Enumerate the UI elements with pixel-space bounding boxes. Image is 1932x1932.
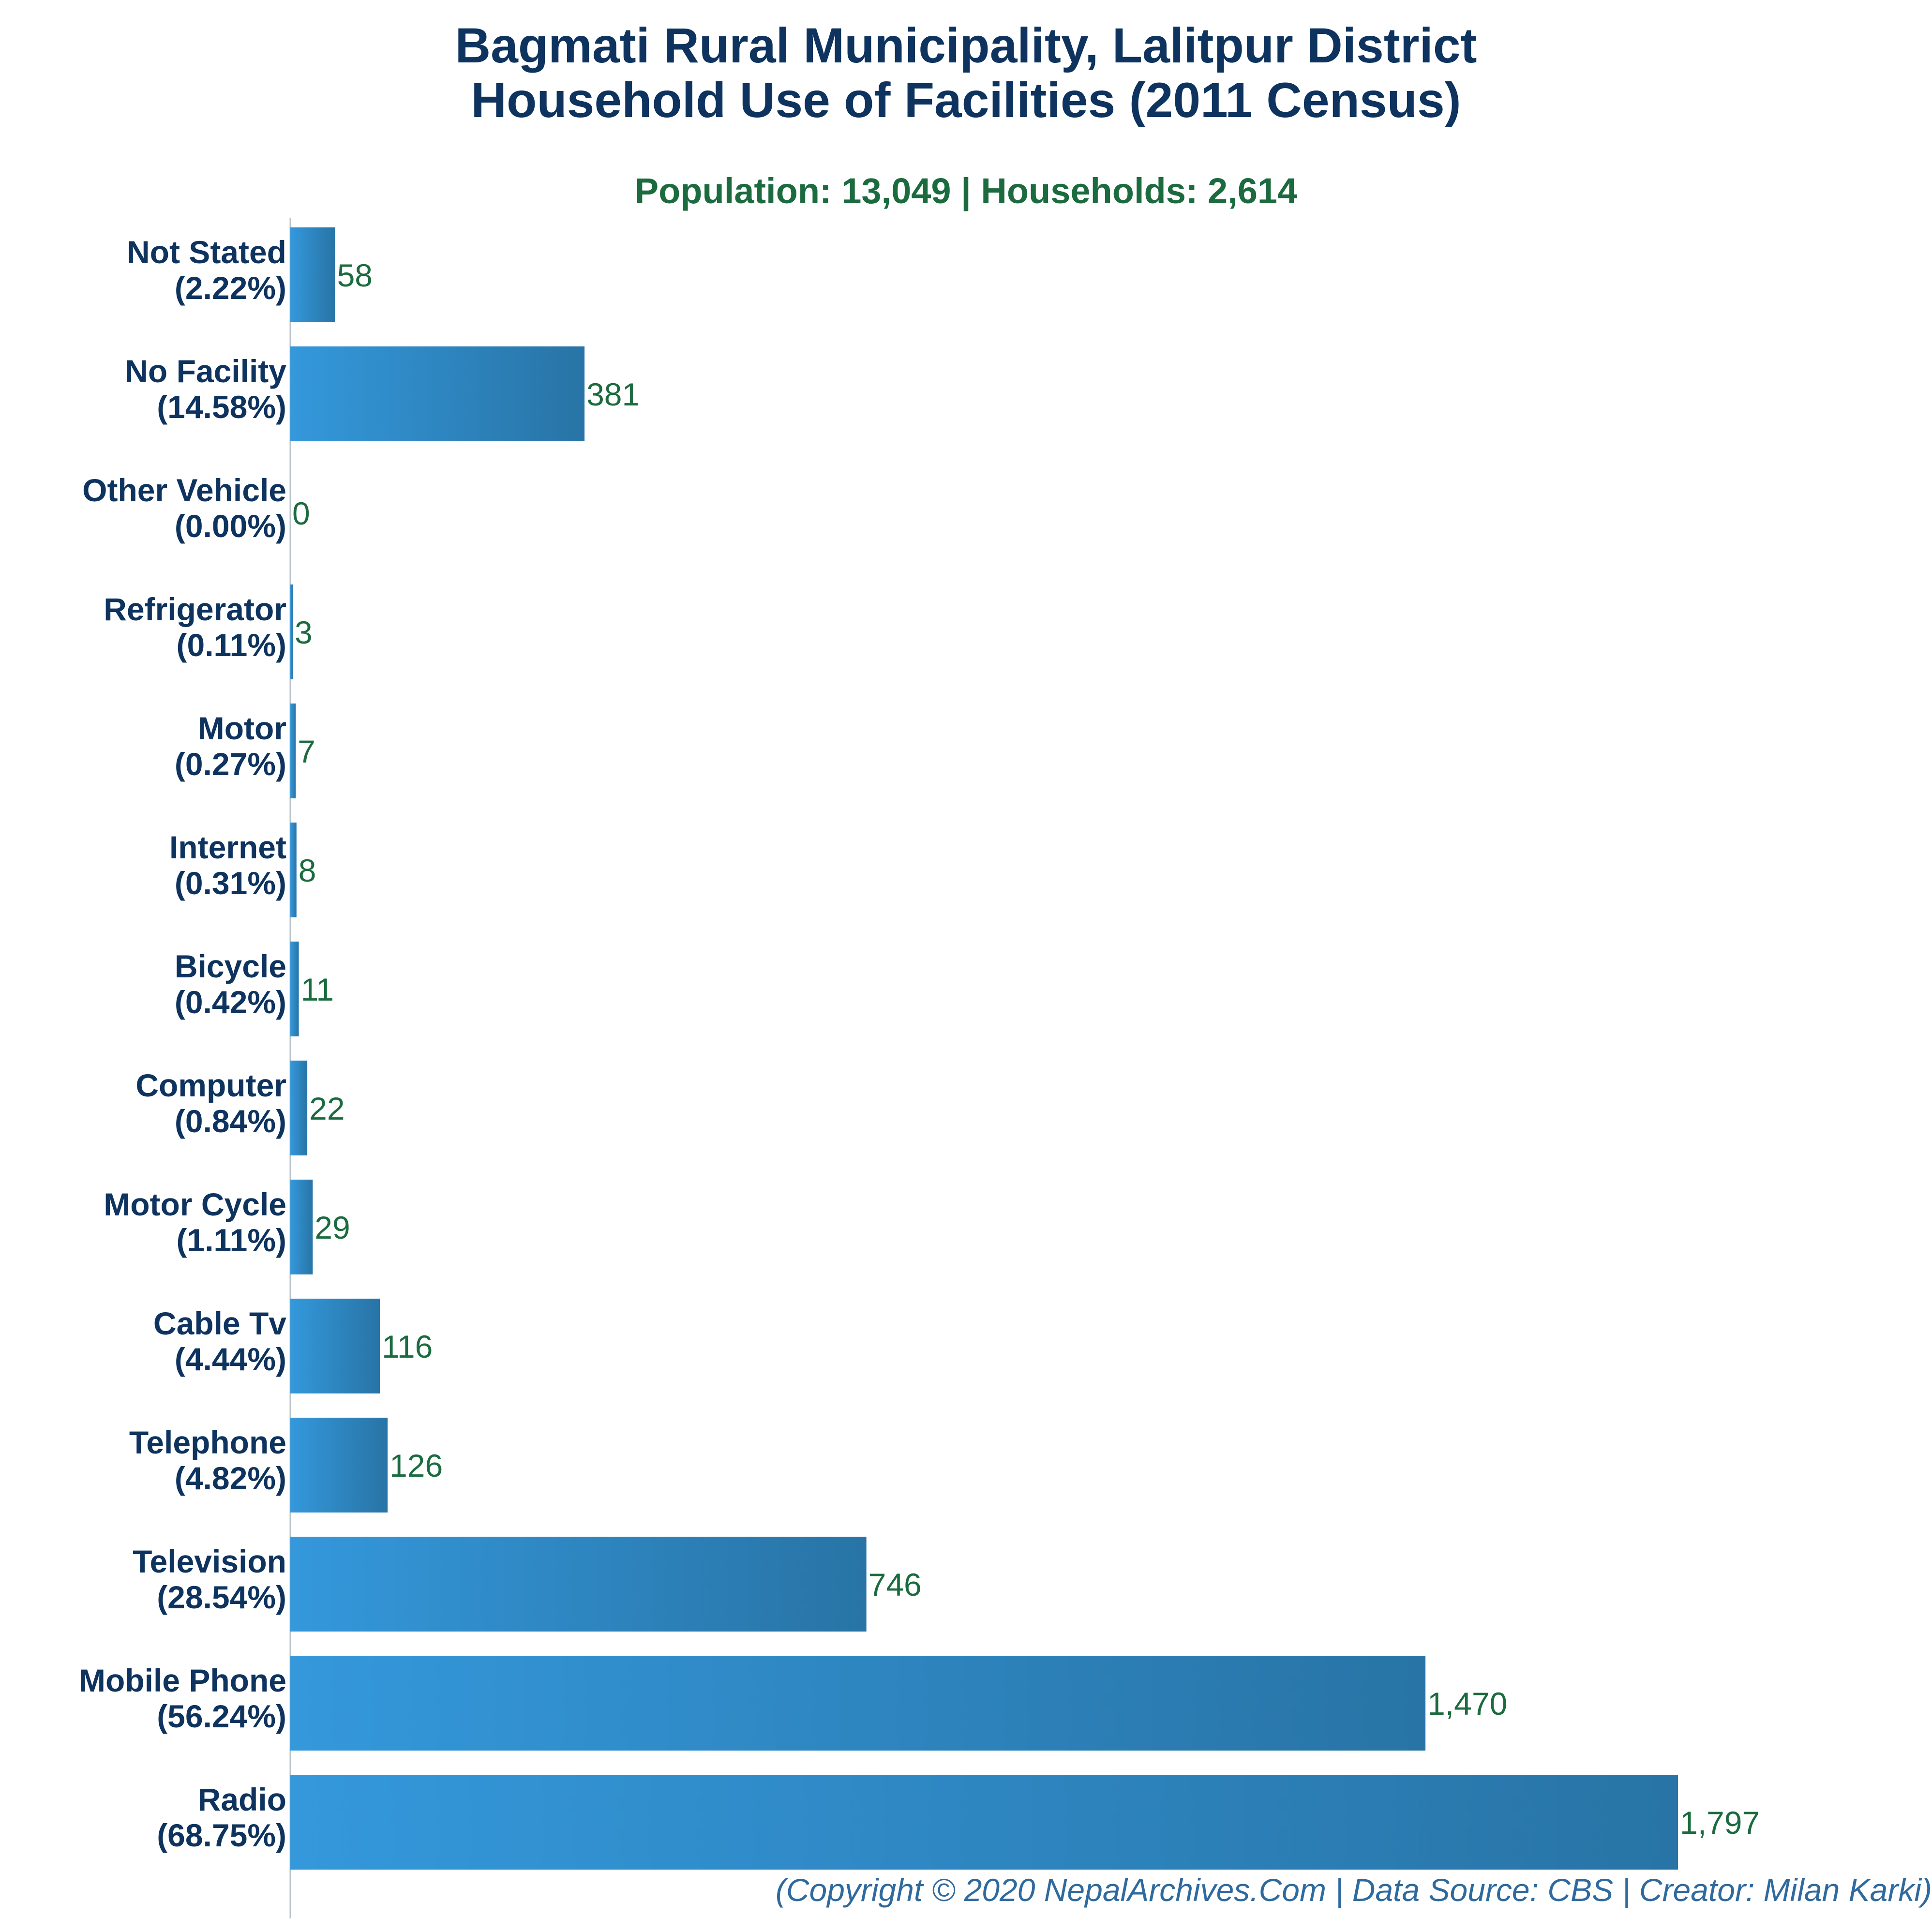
percent-label-not-stated: (2.22%) [175, 270, 286, 306]
category-label-computer: Computer [135, 1067, 286, 1103]
percent-label-other-vehicle: (0.00%) [175, 508, 286, 544]
bar-bicycle [290, 942, 299, 1036]
bar-internet [290, 823, 297, 917]
value-label-computer: 22 [309, 1091, 344, 1126]
bar-not-stated [290, 227, 335, 322]
category-label-cable-tv: Cable Tv [153, 1305, 286, 1341]
labels-group: 58 Not Stated(2.22%) 381 No Facility(14.58%… [79, 234, 1760, 1853]
bar-mobile-phone [290, 1656, 1426, 1751]
category-label-not-stated: Not Stated [127, 234, 286, 270]
category-label-bicycle: Bicycle [175, 948, 286, 984]
chart-title-line-1: Bagmati Rural Municipality, Lalitpur Dis… [455, 18, 1477, 73]
category-label-radio: Radio [198, 1782, 286, 1817]
percent-label-bicycle: (0.42%) [175, 984, 286, 1020]
chart-title-line-2: Household Use of Facilities (2011 Census… [471, 73, 1461, 128]
bar-radio [290, 1775, 1678, 1870]
bar-motor-cycle [290, 1180, 313, 1274]
value-label-radio: 1,797 [1680, 1805, 1760, 1841]
value-label-no-facility: 381 [586, 376, 640, 412]
chart-title: Bagmati Rural Municipality, Lalitpur Dis… [0, 18, 1932, 128]
percent-label-telephone: (4.82%) [175, 1460, 286, 1496]
bar-motor [290, 704, 296, 798]
value-label-bicycle: 11 [301, 972, 334, 1007]
percent-label-radio: (68.75%) [157, 1817, 286, 1853]
category-label-motor: Motor [198, 710, 286, 746]
category-label-television: Television [133, 1543, 286, 1579]
value-label-cable-tv: 116 [382, 1329, 433, 1364]
value-label-mobile-phone: 1,470 [1427, 1686, 1507, 1722]
value-label-internet: 8 [299, 853, 316, 888]
value-label-telephone: 126 [389, 1448, 443, 1483]
percent-label-internet: (0.31%) [175, 865, 286, 901]
percent-label-motor: (0.27%) [175, 746, 286, 782]
bar-television [290, 1537, 867, 1632]
category-label-refrigerator: Refrigerator [104, 591, 286, 627]
bar-no-facility [290, 346, 585, 441]
bar-computer [290, 1061, 308, 1155]
percent-label-motor-cycle: (1.11%) [177, 1222, 286, 1258]
chart-subtitle: Population: 13,049 | Households: 2,614 [634, 171, 1298, 211]
category-label-mobile-phone: Mobile Phone [79, 1662, 286, 1698]
category-label-motor-cycle: Motor Cycle [104, 1186, 286, 1222]
percent-label-television: (28.54%) [157, 1579, 286, 1615]
bar-refrigerator [290, 584, 293, 679]
value-label-not-stated: 58 [337, 257, 373, 293]
value-label-television: 746 [869, 1567, 922, 1603]
bar-telephone [290, 1418, 388, 1513]
category-label-other-vehicle: Other Vehicle [82, 472, 286, 508]
value-label-motor: 7 [298, 734, 315, 769]
percent-label-mobile-phone: (56.24%) [157, 1698, 286, 1734]
category-label-no-facility: No Facility [125, 353, 286, 389]
bars-group [290, 227, 1678, 1870]
percent-label-computer: (0.84%) [175, 1103, 286, 1139]
percent-label-refrigerator: (0.11%) [177, 627, 286, 663]
category-label-telephone: Telephone [129, 1424, 286, 1460]
value-label-refrigerator: 3 [295, 614, 313, 650]
value-label-other-vehicle: 0 [292, 495, 310, 531]
value-label-motor-cycle: 29 [315, 1210, 350, 1245]
percent-label-cable-tv: (4.44%) [175, 1341, 286, 1377]
chart-footer: (Copyright © 2020 NepalArchives.Com | Da… [775, 1872, 1932, 1908]
category-label-internet: Internet [169, 829, 286, 865]
percent-label-no-facility: (14.58%) [157, 389, 286, 425]
bar-cable-tv [290, 1299, 380, 1393]
